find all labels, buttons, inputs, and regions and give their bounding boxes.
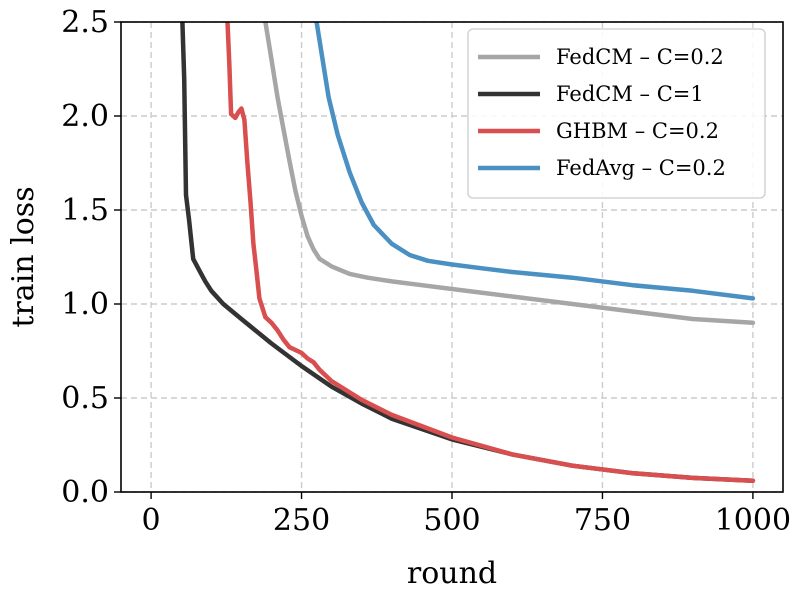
series-line-3 [225, 22, 756, 483]
y-tick-label: 0.5 [61, 381, 109, 416]
y-tick-label: 0.0 [61, 475, 109, 510]
y-axis-label: train loss [6, 186, 41, 327]
legend-label-4: FedAvg – C=0.2 [556, 156, 726, 180]
series-line-1 [263, 22, 756, 326]
legend: FedCM – C=0.2 FedCM – C=1 GHBM – C=0.2 FedA… [467, 28, 766, 199]
x-tick-label: 1000 [715, 503, 791, 538]
x-tick-label: 0 [142, 503, 161, 538]
axis-ticks: 0 250 500 750 1000 0.0 0.5 1.0 1.5 2.0 2.5 [61, 5, 791, 538]
legend-label-2: FedCM – C=1 [556, 82, 704, 106]
legend-label-1: FedCM – C=0.2 [556, 45, 724, 69]
y-tick-label: 2.0 [61, 99, 109, 134]
x-tick-label: 500 [423, 503, 480, 538]
y-tick-label: 2.5 [61, 5, 109, 40]
x-axis-label: round [407, 556, 497, 591]
legend-label-3: GHBM – C=0.2 [556, 119, 719, 143]
y-tick-label: 1.5 [61, 193, 109, 228]
legend-box [467, 28, 766, 199]
series-line-4 [314, 22, 756, 301]
x-tick-label: 750 [574, 503, 631, 538]
y-tick-label: 1.0 [61, 287, 109, 322]
series-lines [180, 22, 756, 483]
x-tick-label: 250 [273, 503, 330, 538]
